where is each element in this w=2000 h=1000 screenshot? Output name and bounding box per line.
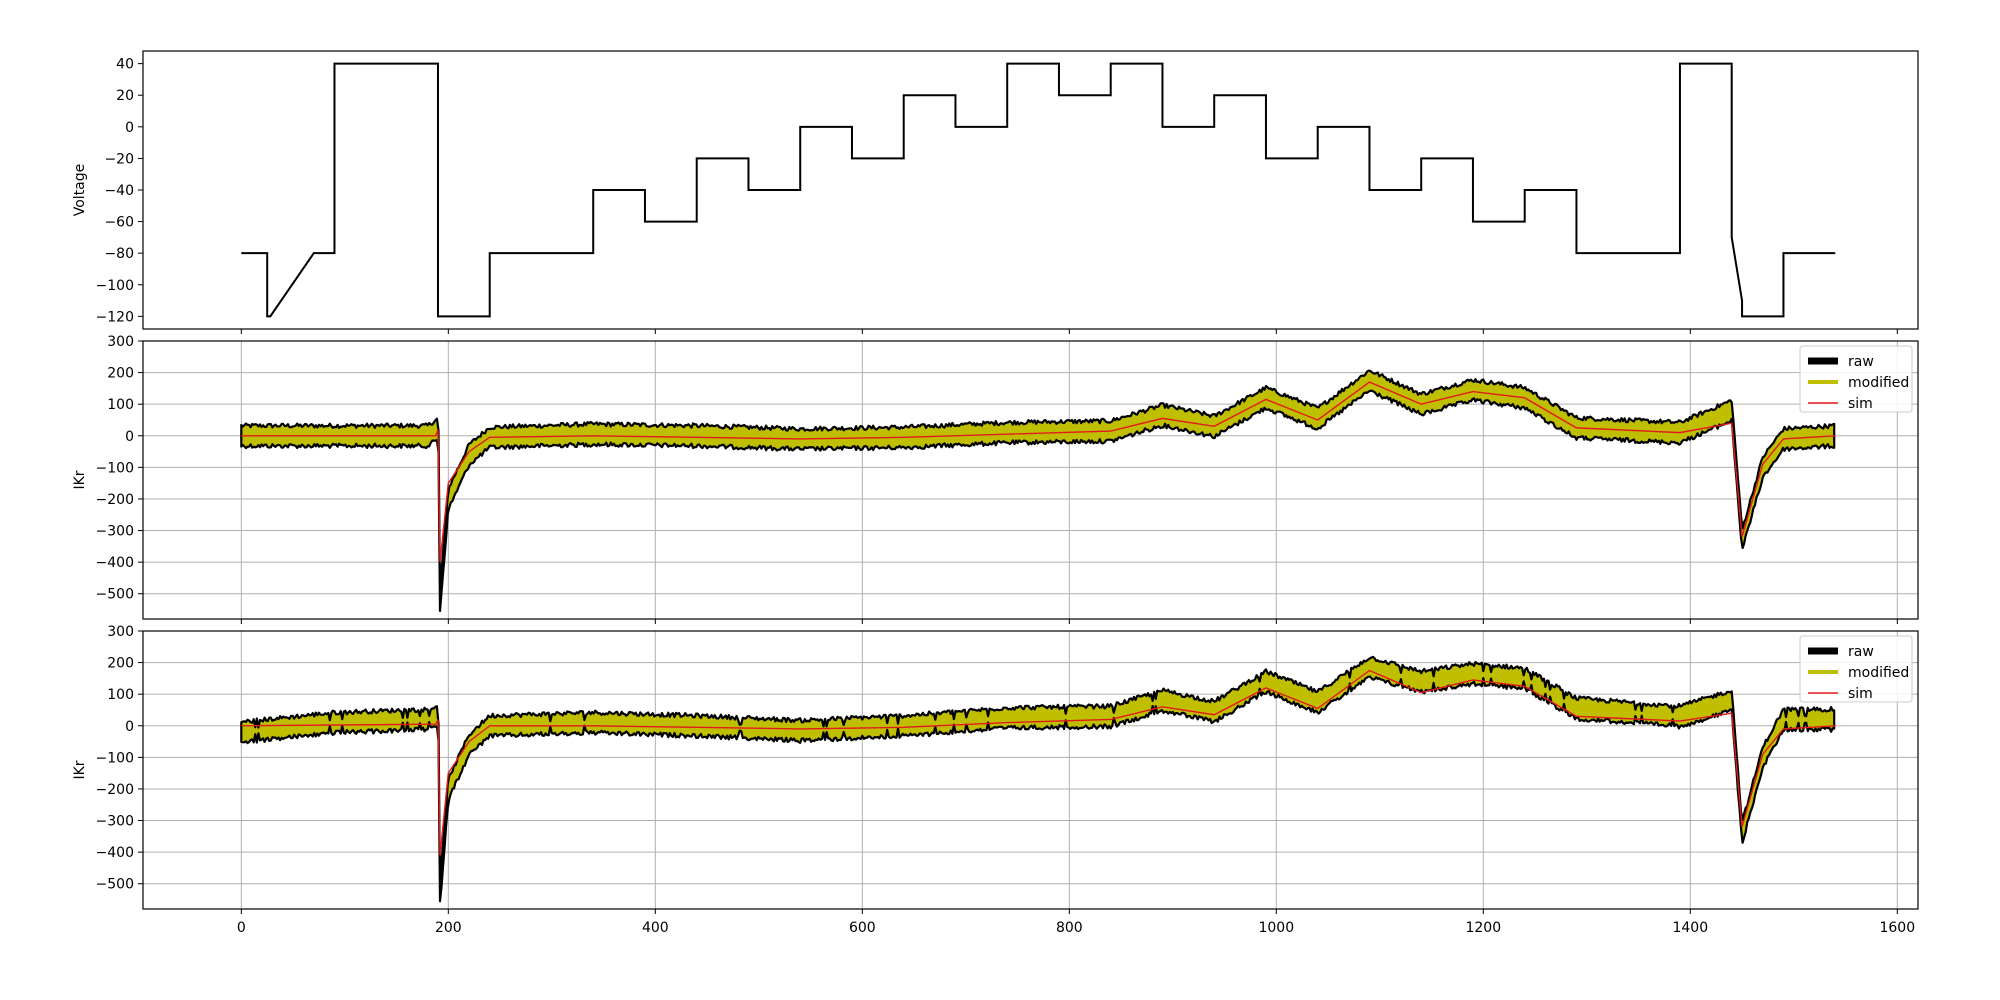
legend: raw modified sim [1799, 345, 1913, 413]
y-tick-label: 100 [107, 397, 134, 413]
y-tick-label: 300 [107, 624, 134, 640]
x-tick-label: 1400 [1672, 920, 1708, 936]
x-tick-label: 0 [237, 920, 246, 936]
y-axis-label: IKr [72, 470, 88, 489]
voltage-line [241, 62, 1836, 318]
y-tick-label: −80 [104, 246, 134, 262]
y-tick-label: 300 [107, 334, 134, 350]
sim-line [241, 381, 1836, 563]
y-tick-label: −200 [96, 782, 134, 798]
axes-frame [142, 50, 1919, 330]
raw-noise-band [240, 369, 1836, 613]
y-tick-label: 0 [125, 719, 134, 735]
y-tick-label: 0 [125, 429, 134, 445]
sim-line [241, 669, 1836, 856]
grid [143, 630, 1918, 909]
y-tick-label: 40 [116, 57, 134, 73]
legend-label-modified: modified [1848, 375, 1909, 391]
y-tick-label: −500 [96, 877, 134, 893]
raw-noise-band [240, 655, 1836, 903]
x-tick-label: 800 [1056, 920, 1083, 936]
y-tick-label: 20 [116, 88, 134, 104]
y-tick-label: 0 [125, 120, 134, 136]
y-axis-label: Voltage [72, 164, 88, 217]
legend-label-modified: modified [1848, 665, 1909, 681]
x-tick-label: 1000 [1258, 920, 1294, 936]
y-tick-label: −60 [104, 215, 134, 231]
axes-frame [142, 630, 1919, 910]
y-axis-label: IKr [72, 760, 88, 779]
y-tick-label: 200 [107, 656, 134, 672]
y-tick-label: 100 [107, 687, 134, 703]
y-tick-label: −20 [104, 151, 134, 167]
y-tick-label: 200 [107, 366, 134, 382]
legend-label-sim: sim [1848, 396, 1873, 412]
x-tick-label: 1600 [1879, 920, 1915, 936]
x-tick-label: 200 [435, 920, 462, 936]
axes-frame [142, 340, 1919, 620]
x-tick-label: 600 [849, 920, 876, 936]
x-tick-label: 1200 [1465, 920, 1501, 936]
y-tick-label: −200 [96, 492, 134, 508]
grid [143, 340, 1918, 619]
legend-label-sim: sim [1848, 686, 1873, 702]
legend-label-raw: raw [1848, 644, 1874, 660]
y-tick-label: −120 [96, 309, 134, 325]
x-tick-label: 400 [642, 920, 669, 936]
y-tick-label: −400 [96, 845, 134, 861]
legend: raw modified sim [1799, 635, 1913, 703]
y-tick-label: −500 [96, 587, 134, 603]
legend-label-raw: raw [1848, 354, 1874, 370]
plot-area [240, 655, 1836, 903]
y-tick-label: −100 [96, 278, 134, 294]
panel-2: 300 200 100 0 −100 −200 −300 −400 −500 IKr raw modi… [72, 334, 1919, 624]
y-tick-label: −100 [96, 460, 134, 476]
y-tick-label: −40 [104, 183, 134, 199]
plot-area [241, 62, 1836, 318]
plot-area [240, 369, 1836, 613]
y-tick-label: −400 [96, 555, 134, 571]
y-tick-label: −300 [96, 524, 134, 540]
panel-1: 40 20 0 −20 −40 −60 −80 −100 −120 Voltage [72, 50, 1919, 334]
y-tick-label: −100 [96, 750, 134, 766]
y-tick-label: −300 [96, 814, 134, 830]
